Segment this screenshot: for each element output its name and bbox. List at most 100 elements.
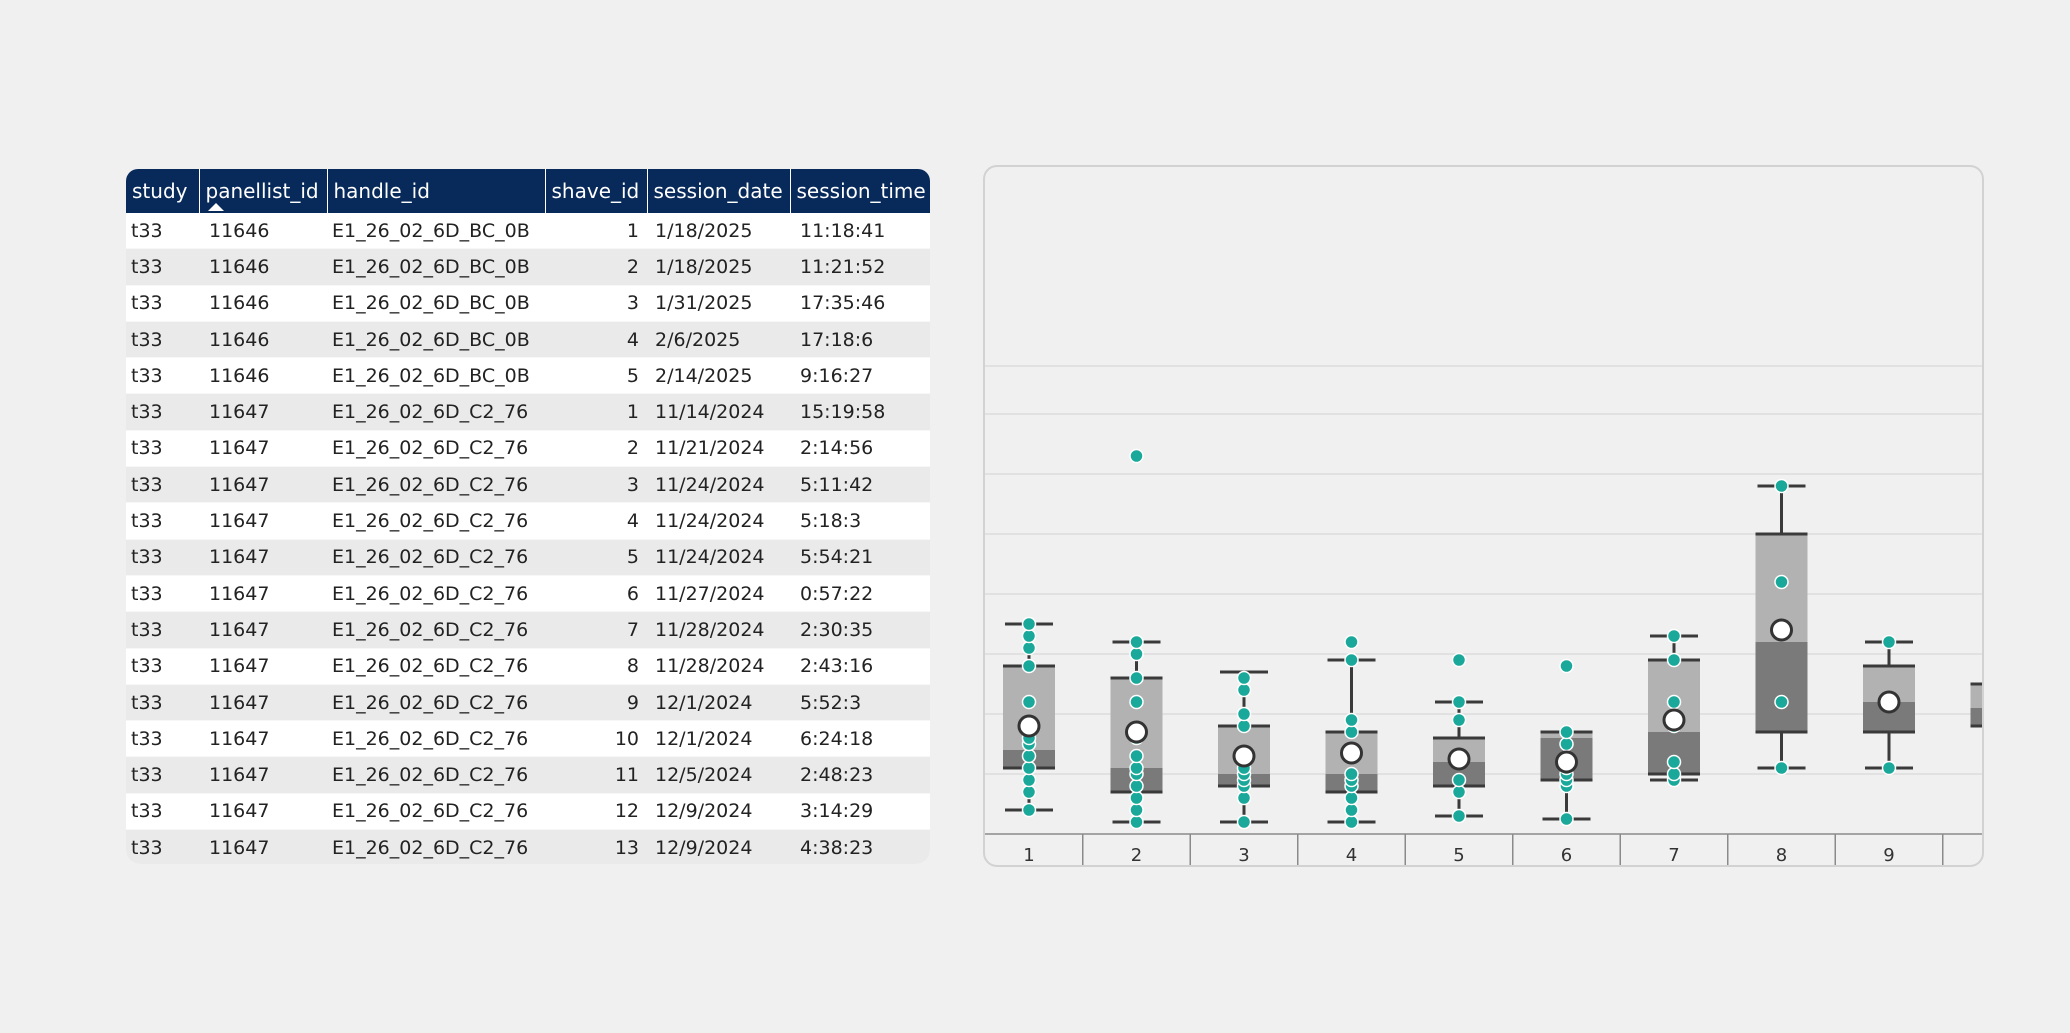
column-header-session-date[interactable]: session_date (647, 169, 791, 213)
cell-session-time: 2:30:35 (790, 611, 930, 649)
data-point (1129, 778, 1144, 794)
table-row[interactable]: t33 11646 E1_26_02_6D_BC_0B 5 2/14/2025 9:16:… (126, 357, 930, 395)
cell-shave-id: 6 (545, 575, 647, 613)
box-lower (1970, 708, 1982, 726)
data-point (1666, 652, 1682, 668)
cell-session-date: 12/9/2024 (647, 793, 790, 831)
cell-session-time: 5:52:3 (790, 684, 930, 722)
cell-panellist-id: 11647 (199, 684, 327, 722)
cell-session-date: 11/28/2024 (647, 611, 790, 649)
x-tick-label: 8 (1776, 845, 1787, 865)
column-header-handle-id[interactable]: handle_id (327, 169, 546, 213)
table-row[interactable]: t33 11647 E1_26_02_6D_C2_76 13 12/9/2024 4:38… (126, 829, 930, 864)
table-row[interactable]: t33 11647 E1_26_02_6D_C2_76 10 12/1/2024 6:24… (126, 720, 930, 758)
cell-handle-id: E1_26_02_6D_C2_76 (327, 393, 545, 431)
cell-handle-id: E1_26_02_6D_C2_76 (327, 466, 545, 504)
cell-shave-id: 7 (545, 611, 647, 649)
cell-shave-id: 12 (545, 793, 647, 831)
table-row[interactable]: t33 11647 E1_26_02_6D_C2_76 2 11/21/2024 2:14… (126, 430, 930, 468)
cell-session-time: 17:35:46 (790, 285, 930, 322)
cell-study: t33 (126, 393, 199, 431)
cell-session-time: 15:19:58 (790, 393, 930, 431)
cell-study: t33 (126, 793, 199, 831)
table-row[interactable]: t33 11647 E1_26_02_6D_C2_76 5 11/24/2024 5:54… (126, 539, 930, 576)
x-tick-label: 5 (1453, 845, 1464, 865)
column-header-shave-id[interactable]: shave_id (545, 169, 648, 213)
table-row[interactable]: t33 11647 E1_26_02_6D_C2_76 12 12/9/2024 3:14… (126, 793, 930, 831)
cell-session-date: 1/18/2025 (647, 213, 790, 250)
data-point (1881, 634, 1897, 650)
cell-study: t33 (126, 575, 199, 613)
x-tick-label: 6 (1561, 845, 1572, 865)
table-row[interactable]: t33 11646 E1_26_02_6D_BC_0B 1 1/18/2025 11:18… (126, 213, 930, 250)
column-header-label: shave_id (551, 179, 640, 203)
box-lower (1755, 642, 1808, 732)
cell-study: t33 (126, 466, 199, 504)
cell-study: t33 (126, 611, 199, 649)
mean-marker (1770, 618, 1793, 642)
cell-panellist-id: 11647 (199, 430, 327, 468)
table-row[interactable]: t33 11647 E1_26_02_6D_C2_76 6 11/27/2024 0:57… (126, 575, 930, 613)
column-header-label: study (132, 179, 188, 203)
cell-session-date: 11/28/2024 (647, 648, 790, 685)
table-row[interactable]: t33 11647 E1_26_02_6D_C2_76 7 11/28/2024 2:30… (126, 611, 930, 649)
data-point (1666, 694, 1682, 710)
cell-shave-id: 1 (545, 213, 647, 250)
data-point (1559, 724, 1574, 740)
cell-panellist-id: 11647 (199, 793, 327, 831)
table-row[interactable]: t33 11647 E1_26_02_6D_C2_76 8 11/28/2024 2:43… (126, 648, 930, 685)
cell-panellist-id: 11646 (199, 357, 327, 395)
cell-shave-id: 13 (545, 829, 647, 864)
table-row[interactable]: t33 11646 E1_26_02_6D_BC_0B 3 1/31/2025 17:35… (126, 285, 930, 322)
table-row[interactable]: t33 11647 E1_26_02_6D_C2_76 1 11/14/2024 15:1… (126, 393, 930, 431)
table-row[interactable]: t33 11647 E1_26_02_6D_C2_76 9 12/1/2024 5:52:… (126, 684, 930, 722)
mean-marker (1447, 747, 1471, 771)
cell-session-date: 1/31/2025 (647, 285, 790, 322)
cell-session-time: 11:18:41 (790, 213, 930, 250)
cell-panellist-id: 11647 (199, 611, 327, 649)
table-row[interactable]: t33 11647 E1_26_02_6D_C2_76 11 12/5/2024 2:48… (126, 756, 930, 794)
cell-study: t33 (126, 213, 199, 250)
cell-study: t33 (126, 684, 199, 722)
cell-session-time: 2:48:23 (790, 756, 930, 794)
column-header-study[interactable]: study (126, 169, 200, 213)
cell-panellist-id: 11647 (199, 756, 327, 794)
data-point (1881, 760, 1897, 776)
data-point (1021, 760, 1037, 776)
table-body: t33 11646 E1_26_02_6D_BC_0B 1 1/18/2025 11:18… (126, 213, 930, 864)
cell-study: t33 (126, 248, 199, 286)
cell-handle-id: E1_26_02_6D_BC_0B (327, 321, 545, 359)
x-tick-label: 7 (1668, 845, 1679, 865)
table-row[interactable]: t33 11647 E1_26_02_6D_C2_76 3 11/24/2024 5:11… (126, 466, 930, 504)
data-point (1021, 616, 1037, 632)
cell-panellist-id: 11646 (199, 248, 327, 286)
column-header-panellist-id[interactable]: panellist_id (199, 169, 328, 213)
cell-shave-id: 1 (545, 393, 647, 431)
cell-shave-id: 5 (545, 539, 647, 576)
x-tick-label: 1 (1023, 845, 1034, 865)
column-header-label: session_time (796, 179, 926, 203)
cell-handle-id: E1_26_02_6D_C2_76 (327, 575, 545, 613)
data-point (1129, 694, 1144, 710)
data-point (1774, 760, 1789, 776)
mean-marker (1340, 741, 1363, 765)
data-point (1129, 748, 1144, 764)
data-point (1344, 814, 1359, 830)
data-point (1021, 772, 1037, 788)
cell-session-time: 11:21:52 (790, 248, 930, 286)
x-tick-label: 4 (1346, 845, 1357, 865)
table-row[interactable]: t33 11646 E1_26_02_6D_BC_0B 4 2/6/2025 17:18:… (126, 321, 930, 359)
data-point (1021, 694, 1037, 710)
table-row[interactable]: t33 11647 E1_26_02_6D_C2_76 4 11/24/2024 5:18… (126, 502, 930, 540)
data-point (1236, 814, 1252, 830)
data-point (1344, 712, 1359, 728)
table-row[interactable]: t33 11646 E1_26_02_6D_BC_0B 2 1/18/2025 11:21… (126, 248, 930, 286)
data-point (1021, 658, 1037, 674)
mean-marker (1877, 690, 1901, 714)
data-point (1666, 754, 1682, 770)
cell-shave-id: 4 (545, 502, 647, 540)
column-header-session-time[interactable]: session_time (790, 169, 930, 213)
cell-study: t33 (126, 720, 199, 758)
cell-session-time: 6:24:18 (790, 720, 930, 758)
cell-panellist-id: 11647 (199, 502, 327, 540)
